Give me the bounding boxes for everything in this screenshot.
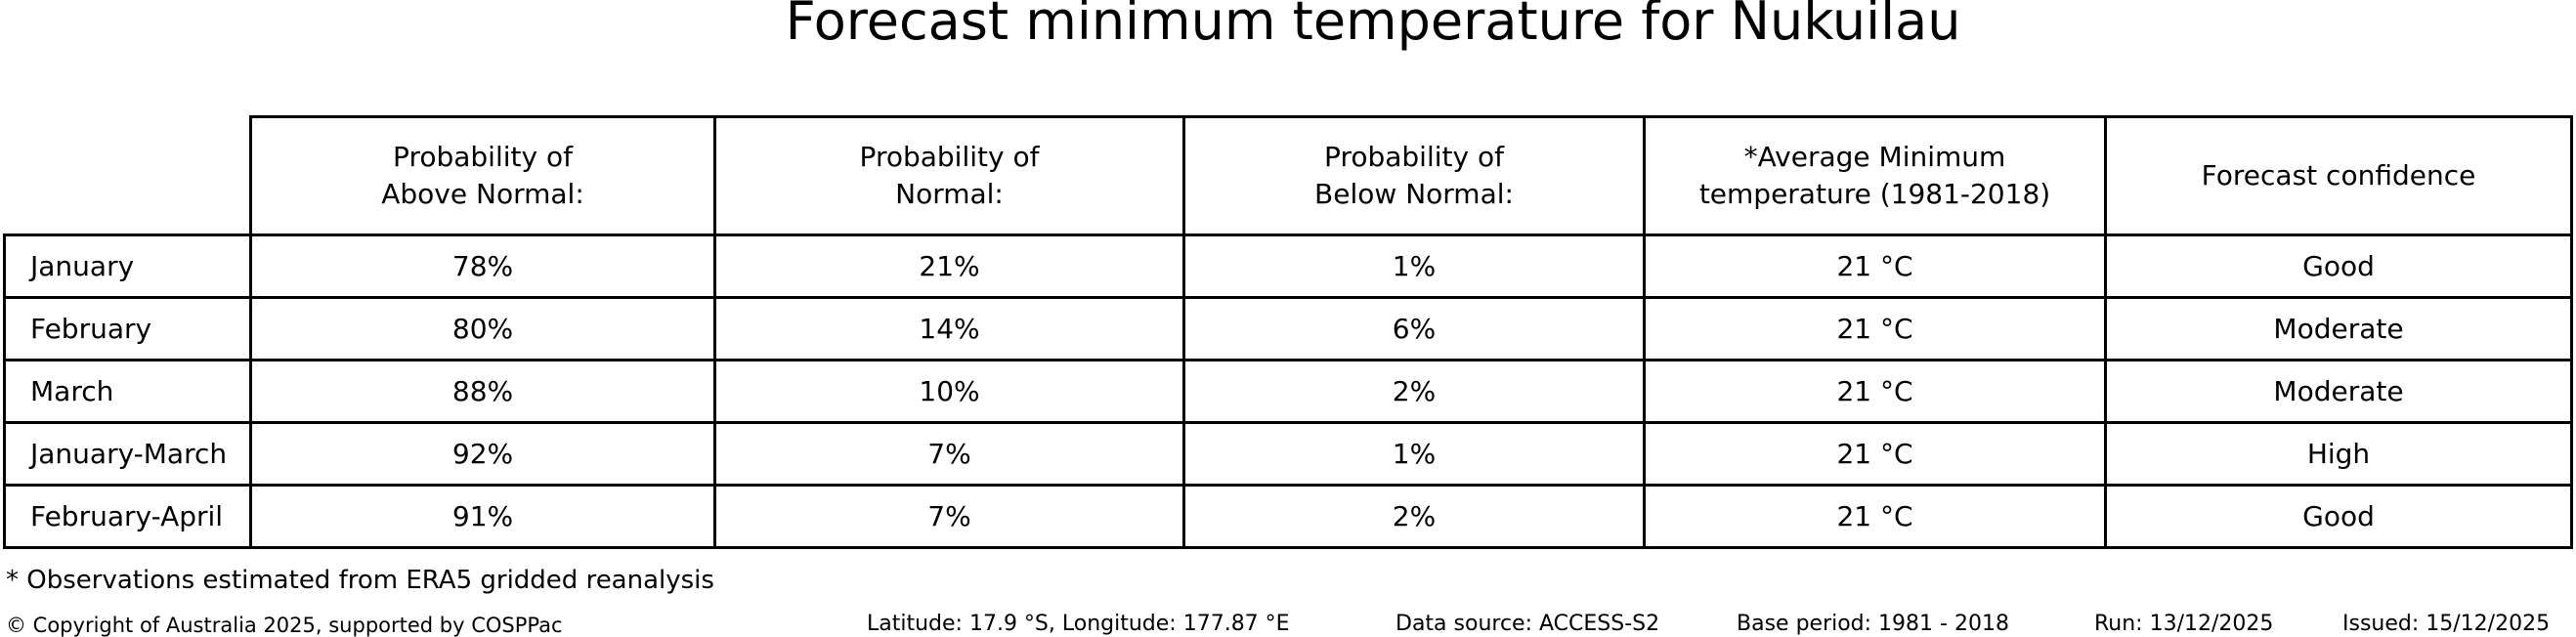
col-header-above-normal: Probability of Above Normal: — [249, 115, 716, 236]
corner-cell — [5, 117, 251, 235]
row-label: February-April — [3, 484, 252, 549]
cell-confidence: High — [2104, 421, 2573, 487]
footer-issued-date: Issued: 15/12/2025 — [2342, 612, 2551, 636]
cell-below-normal: 6% — [1182, 296, 1646, 361]
cell-normal: 7% — [713, 421, 1185, 487]
footer-run-date: Run: 13/12/2025 — [2094, 612, 2274, 636]
cell-above-normal: 92% — [249, 421, 716, 487]
footnote: * Observations estimated from ERA5 gridd… — [6, 566, 714, 595]
cell-confidence: Good — [2104, 484, 2573, 549]
table-row: January-March 92% 7% 1% 21 °C High — [3, 421, 2573, 487]
cell-normal: 21% — [713, 234, 1185, 299]
col-header-normal: Probability of Normal: — [713, 115, 1185, 236]
table-row: March 88% 10% 2% 21 °C Moderate — [3, 359, 2573, 424]
cell-normal: 14% — [713, 296, 1185, 361]
row-label: January-March — [3, 421, 252, 487]
footer-location: Latitude: 17.9 °S, Longitude: 177.87 °E — [867, 612, 1290, 636]
footer-copyright: © Copyright of Australia 2025, supported… — [6, 614, 563, 637]
cell-below-normal: 1% — [1182, 421, 1646, 487]
col-header-below-normal: Probability of Below Normal: — [1182, 115, 1646, 236]
header-row: Probability of Above Normal: Probability… — [5, 115, 2573, 236]
row-label: March — [3, 359, 252, 424]
cell-below-normal: 2% — [1182, 484, 1646, 549]
page-title: Forecast minimum temperature for Nukuila… — [785, 0, 1961, 52]
table-row: February 80% 14% 6% 21 °C Moderate — [3, 296, 2573, 361]
table-row: January 78% 21% 1% 21 °C Good — [3, 234, 2573, 299]
footer-data-source: Data source: ACCESS-S2 — [1395, 612, 1660, 636]
col-header-forecast-confidence: Forecast confidence — [2104, 115, 2573, 236]
cell-confidence: Moderate — [2104, 359, 2573, 424]
table-row: February-April 91% 7% 2% 21 °C Good — [3, 484, 2573, 549]
cell-avg-min-temp: 21 °C — [1643, 359, 2107, 424]
cell-above-normal: 78% — [249, 234, 716, 299]
cell-below-normal: 2% — [1182, 359, 1646, 424]
cell-avg-min-temp: 21 °C — [1643, 234, 2107, 299]
col-header-avg-min-temp: *Average Minimum temperature (1981-2018) — [1643, 115, 2107, 236]
cell-above-normal: 80% — [249, 296, 716, 361]
cell-above-normal: 88% — [249, 359, 716, 424]
forecast-table: Probability of Above Normal: Probability… — [3, 115, 2573, 549]
cell-normal: 7% — [713, 484, 1185, 549]
cell-above-normal: 91% — [249, 484, 716, 549]
cell-confidence: Good — [2104, 234, 2573, 299]
row-label: February — [3, 296, 252, 361]
cell-below-normal: 1% — [1182, 234, 1646, 299]
cell-avg-min-temp: 21 °C — [1643, 421, 2107, 487]
cell-avg-min-temp: 21 °C — [1643, 484, 2107, 549]
footer-base-period: Base period: 1981 - 2018 — [1737, 612, 2009, 636]
cell-avg-min-temp: 21 °C — [1643, 296, 2107, 361]
cell-confidence: Moderate — [2104, 296, 2573, 361]
cell-normal: 10% — [713, 359, 1185, 424]
table-body: January 78% 21% 1% 21 °C Good February 8… — [3, 234, 2573, 549]
row-label: January — [3, 234, 252, 299]
